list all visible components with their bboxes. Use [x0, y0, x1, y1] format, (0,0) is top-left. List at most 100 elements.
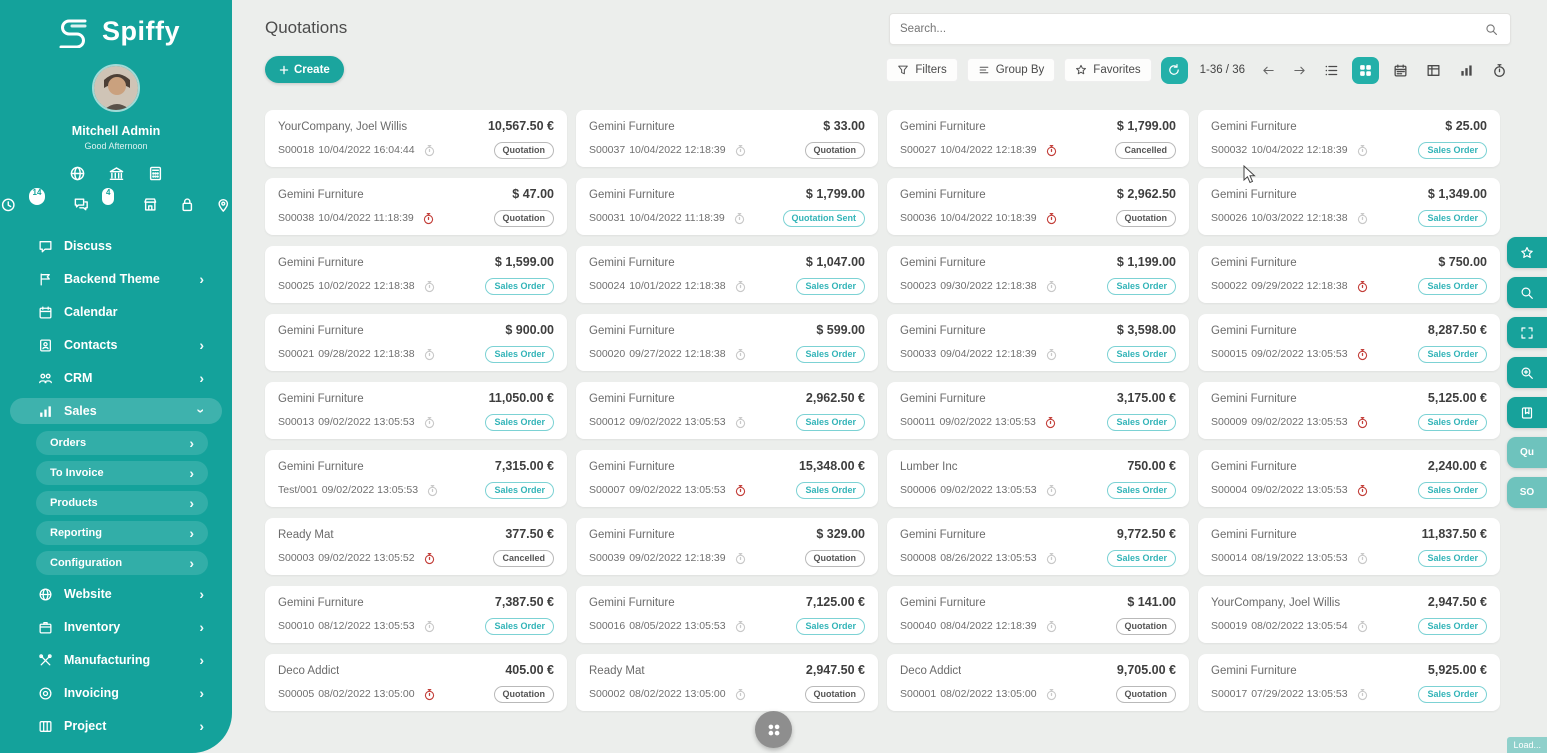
- quotation-card[interactable]: Ready Mat 2,947.50 € S00002 08/02/2022 1…: [576, 654, 878, 711]
- activity-clock-icon[interactable]: [423, 348, 436, 361]
- quotation-card[interactable]: Lumber Inc 750.00 € S00006 09/02/2022 13…: [887, 450, 1189, 507]
- quotation-card[interactable]: Deco Addict 9,705.00 € S00001 08/02/2022…: [887, 654, 1189, 711]
- activity-clock-icon[interactable]: [423, 552, 436, 565]
- activity-clock-icon[interactable]: [734, 144, 747, 157]
- activity-clock-icon[interactable]: [733, 212, 746, 225]
- activity-clock-icon[interactable]: [423, 620, 436, 633]
- quotation-card[interactable]: Ready Mat 377.50 € S00003 09/02/2022 13:…: [265, 518, 567, 575]
- activity-clock-icon[interactable]: [1045, 552, 1058, 565]
- sidebar-menu-item[interactable]: Contacts: [10, 332, 222, 358]
- pivot-view-button[interactable]: [1421, 58, 1445, 82]
- activity-clock-icon[interactable]: [734, 484, 747, 497]
- activity-clock-icon[interactable]: [1045, 484, 1058, 497]
- apps-menu-button[interactable]: [755, 711, 792, 748]
- activity-clock-icon[interactable]: [1045, 212, 1058, 225]
- quotation-card[interactable]: Gemini Furniture $ 2,962.50 S00036 10/04…: [887, 178, 1189, 235]
- activity-clock-icon[interactable]: [1356, 484, 1369, 497]
- next-page-button[interactable]: [1288, 59, 1310, 81]
- quotation-card[interactable]: Gemini Furniture 7,125.00 € S00016 08/05…: [576, 586, 878, 643]
- sidebar-menu-item[interactable]: Project: [10, 713, 222, 739]
- graph-view-button[interactable]: [1454, 58, 1478, 82]
- sidebar-submenu-item[interactable]: Products: [36, 491, 208, 515]
- quotation-card[interactable]: Gemini Furniture 7,387.50 € S00010 08/12…: [265, 586, 567, 643]
- activity-clock-icon[interactable]: [423, 416, 436, 429]
- sidebar-menu-item[interactable]: Website: [10, 581, 222, 607]
- quotation-card[interactable]: Deco Addict 405.00 € S00005 08/02/2022 1…: [265, 654, 567, 711]
- sidebar-menu-item[interactable]: Invoicing: [10, 680, 222, 706]
- sidebar-menu-item[interactable]: Manufacturing: [10, 647, 222, 673]
- globe-icon[interactable]: [69, 165, 86, 182]
- favorites-button[interactable]: Favorites: [1064, 58, 1152, 82]
- quotation-card[interactable]: Gemini Furniture $ 1,047.00 S00024 10/01…: [576, 246, 878, 303]
- quotation-card[interactable]: Gemini Furniture $ 750.00 S00022 09/29/2…: [1198, 246, 1500, 303]
- activity-clock-icon[interactable]: [734, 280, 747, 293]
- sidebar-submenu-item[interactable]: Configuration: [36, 551, 208, 575]
- activity-clock-icon[interactable]: [734, 688, 747, 701]
- quotation-card[interactable]: Gemini Furniture 5,125.00 € S00009 09/02…: [1198, 382, 1500, 439]
- sidebar-menu-item[interactable]: CRM: [10, 365, 222, 391]
- activity-clock-icon[interactable]: [734, 552, 747, 565]
- sidebar-menu-item[interactable]: Backend Theme: [10, 266, 222, 292]
- kanban-view-button[interactable]: [1352, 56, 1379, 84]
- quotation-card[interactable]: Gemini Furniture $ 1,199.00 S00023 09/30…: [887, 246, 1189, 303]
- zoom-tool-button[interactable]: [1507, 357, 1547, 388]
- app-logo[interactable]: Spiffy: [0, 0, 232, 48]
- activities-clock-icon[interactable]: [0, 196, 17, 213]
- shop-icon[interactable]: [142, 196, 159, 213]
- quotation-card[interactable]: Gemini Furniture 11,837.50 € S00014 08/1…: [1198, 518, 1500, 575]
- quotation-card[interactable]: Gemini Furniture $ 599.00 S00020 09/27/2…: [576, 314, 878, 371]
- user-name[interactable]: Mitchell Admin: [71, 124, 161, 138]
- favorite-tool-button[interactable]: [1507, 237, 1547, 268]
- activity-clock-icon[interactable]: [1045, 280, 1058, 293]
- activity-clock-icon[interactable]: [1356, 620, 1369, 633]
- sidebar-menu-item[interactable]: Discuss: [10, 233, 222, 259]
- search-tool-button[interactable]: [1507, 277, 1547, 308]
- quotation-card[interactable]: YourCompany, Joel Willis 10,567.50 € S00…: [265, 110, 567, 167]
- activity-clock-icon[interactable]: [734, 416, 747, 429]
- list-view-button[interactable]: [1319, 58, 1343, 82]
- sidebar-submenu-item[interactable]: To Invoice: [36, 461, 208, 485]
- quotation-card[interactable]: Gemini Furniture $ 47.00 S00038 10/04/20…: [265, 178, 567, 235]
- quotation-card[interactable]: Gemini Furniture $ 33.00 S00037 10/04/20…: [576, 110, 878, 167]
- calendar-view-button[interactable]: [1388, 58, 1412, 82]
- quotation-card[interactable]: Gemini Furniture 5,925.00 € S00017 07/29…: [1198, 654, 1500, 711]
- prev-page-button[interactable]: [1257, 59, 1279, 81]
- quotation-shortcut-button[interactable]: Qu: [1507, 437, 1547, 468]
- activity-clock-icon[interactable]: [734, 348, 747, 361]
- group-by-button[interactable]: Group By: [966, 58, 1056, 82]
- bank-icon[interactable]: [108, 165, 125, 182]
- quotation-card[interactable]: Gemini Furniture 8,287.50 € S00015 09/02…: [1198, 314, 1500, 371]
- create-button[interactable]: Create: [265, 56, 344, 83]
- fullscreen-tool-button[interactable]: [1507, 317, 1547, 348]
- activity-clock-icon[interactable]: [1356, 416, 1369, 429]
- activity-clock-icon[interactable]: [1356, 348, 1369, 361]
- quotation-card[interactable]: Gemini Furniture $ 329.00 S00039 09/02/2…: [576, 518, 878, 575]
- activity-clock-icon[interactable]: [426, 484, 439, 497]
- activity-clock-icon[interactable]: [734, 620, 747, 633]
- search-input[interactable]: [890, 23, 1485, 35]
- sidebar-menu-item[interactable]: Calendar: [10, 299, 222, 325]
- avatar[interactable]: [92, 64, 140, 112]
- activity-clock-icon[interactable]: [1356, 552, 1369, 565]
- quotation-card[interactable]: Gemini Furniture $ 1,349.00 S00026 10/03…: [1198, 178, 1500, 235]
- bookmark-tool-button[interactable]: [1507, 397, 1547, 428]
- activity-clock-icon[interactable]: [423, 280, 436, 293]
- quotation-card[interactable]: Gemini Furniture $ 900.00 S00021 09/28/2…: [265, 314, 567, 371]
- activity-clock-icon[interactable]: [1356, 280, 1369, 293]
- quotation-card[interactable]: Gemini Furniture 11,050.00 € S00013 09/0…: [265, 382, 567, 439]
- sidebar-menu-item[interactable]: Sales: [10, 398, 222, 424]
- activity-clock-icon[interactable]: [1044, 416, 1057, 429]
- activity-clock-icon[interactable]: [1356, 212, 1369, 225]
- quotation-card[interactable]: Gemini Furniture $ 1,799.00 S00031 10/04…: [576, 178, 878, 235]
- quotation-card[interactable]: Gemini Furniture 7,315.00 € Test/001 09/…: [265, 450, 567, 507]
- activity-clock-icon[interactable]: [423, 688, 436, 701]
- quotation-card[interactable]: Gemini Furniture $ 25.00 S00032 10/04/20…: [1198, 110, 1500, 167]
- sidebar-submenu-item[interactable]: Orders: [36, 431, 208, 455]
- quotation-card[interactable]: Gemini Furniture $ 3,598.00 S00033 09/04…: [887, 314, 1189, 371]
- quotation-card[interactable]: Gemini Furniture $ 1,599.00 S00025 10/02…: [265, 246, 567, 303]
- activity-clock-icon[interactable]: [1356, 144, 1369, 157]
- activity-view-button[interactable]: [1487, 58, 1511, 82]
- refresh-button[interactable]: [1160, 56, 1188, 84]
- quotation-card[interactable]: Gemini Furniture $ 141.00 S00040 08/04/2…: [887, 586, 1189, 643]
- quotation-card[interactable]: Gemini Furniture 2,962.50 € S00012 09/02…: [576, 382, 878, 439]
